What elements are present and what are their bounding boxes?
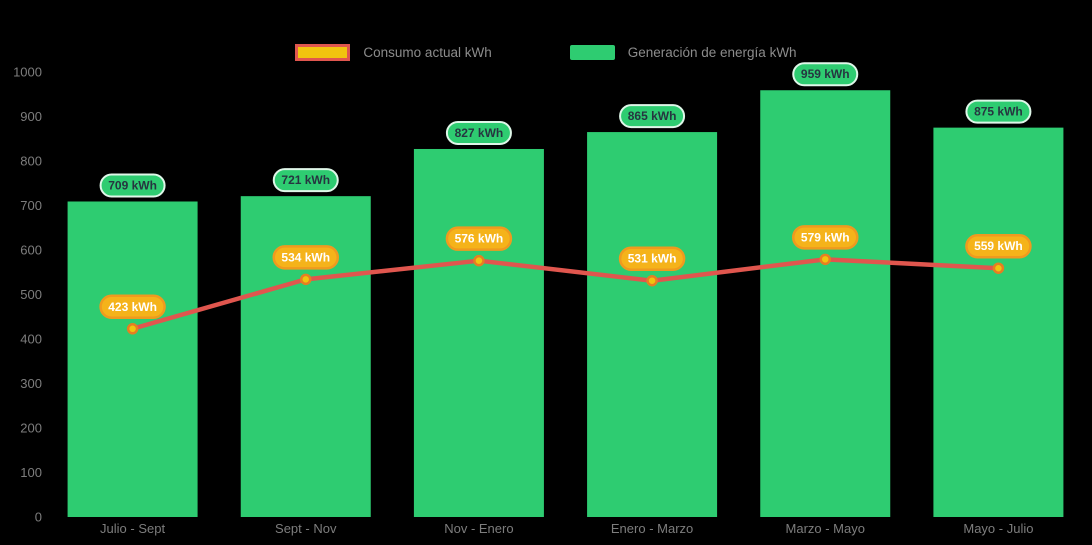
point-value-badge-text: 579 kWh <box>801 230 850 244</box>
generation-bar <box>240 196 371 517</box>
consumption-point <box>300 273 312 286</box>
generation-bar <box>413 148 544 518</box>
consumption-point <box>646 274 658 287</box>
consumption-swatch-icon <box>295 44 351 61</box>
x-axis-label: Mayo - Julio <box>963 521 1033 536</box>
generation-bar <box>67 201 198 517</box>
consumption-point <box>819 253 831 266</box>
bar-value-badge-text: 721 kWh <box>281 173 330 187</box>
y-axis-label: 200 <box>20 421 42 436</box>
x-axis-label: Julio - Sept <box>100 521 165 536</box>
point-value-badge-text: 531 kWh <box>628 252 677 266</box>
point-value-badge: 534 kWh <box>272 245 339 270</box>
chart-legend: Consumo actual kWh Generación de energía… <box>0 44 1092 61</box>
point-value-badge-text: 534 kWh <box>281 250 330 264</box>
consumption-point <box>992 262 1005 274</box>
legend-label-consumption: Consumo actual kWh <box>363 45 492 60</box>
bar-value-badge: 709 kWh <box>99 173 166 198</box>
y-axis-label: 800 <box>20 154 42 169</box>
y-axis-label: 100 <box>20 465 42 480</box>
y-axis-label: 600 <box>20 243 42 258</box>
x-axis-label: Sept - Nov <box>275 521 337 536</box>
y-axis-label: 0 <box>35 510 42 525</box>
y-axis-label: 1000 <box>13 65 42 80</box>
x-axis-label: Marzo - Mayo <box>786 521 865 536</box>
consumption-line <box>130 257 1001 332</box>
bar-value-badge-text: 865 kWh <box>628 109 677 123</box>
x-axis-label: Nov - Enero <box>444 521 513 536</box>
generation-bar <box>587 132 718 517</box>
y-axis-label: 500 <box>20 287 42 302</box>
bar-value-badge: 827 kWh <box>445 120 512 145</box>
point-value-badge-text: 576 kWh <box>455 232 504 246</box>
bar-value-badge: 721 kWh <box>272 168 339 193</box>
bar-value-badge-text: 875 kWh <box>974 105 1023 119</box>
y-axis-label: 300 <box>20 376 42 391</box>
bar-value-badge-text: 709 kWh <box>108 178 157 192</box>
generation-swatch-icon <box>569 45 615 60</box>
bar-value-badge: 875 kWh <box>965 99 1032 124</box>
bar-value-badge-text: 827 kWh <box>455 126 504 140</box>
point-value-badge: 559 kWh <box>965 233 1032 259</box>
bar-value-badge: 865 kWh <box>619 104 686 129</box>
consumption-point <box>126 323 139 335</box>
bar-value-badge: 959 kWh <box>792 62 859 87</box>
consumption-point <box>473 254 485 267</box>
legend-item-generation[interactable]: Generación de energía kWh <box>569 45 797 60</box>
y-axis-label: 400 <box>20 332 42 347</box>
bar-value-badge-text: 959 kWh <box>801 67 850 81</box>
point-value-badge-text: 423 kWh <box>108 300 157 314</box>
generation-bar <box>933 127 1064 517</box>
generation-bar <box>760 90 891 518</box>
point-value-badge: 579 kWh <box>792 225 859 250</box>
y-axis-label: 700 <box>20 198 42 213</box>
point-value-badge: 531 kWh <box>618 246 686 271</box>
legend-item-consumption[interactable]: Consumo actual kWh <box>295 44 492 61</box>
point-value-badge: 423 kWh <box>99 294 166 320</box>
x-axis-label: Enero - Marzo <box>611 521 693 536</box>
point-value-badge-text: 559 kWh <box>974 239 1023 253</box>
point-value-badge: 576 kWh <box>445 226 513 251</box>
y-axis-label: 900 <box>20 109 42 124</box>
legend-label-generation: Generación de energía kWh <box>627 45 797 60</box>
